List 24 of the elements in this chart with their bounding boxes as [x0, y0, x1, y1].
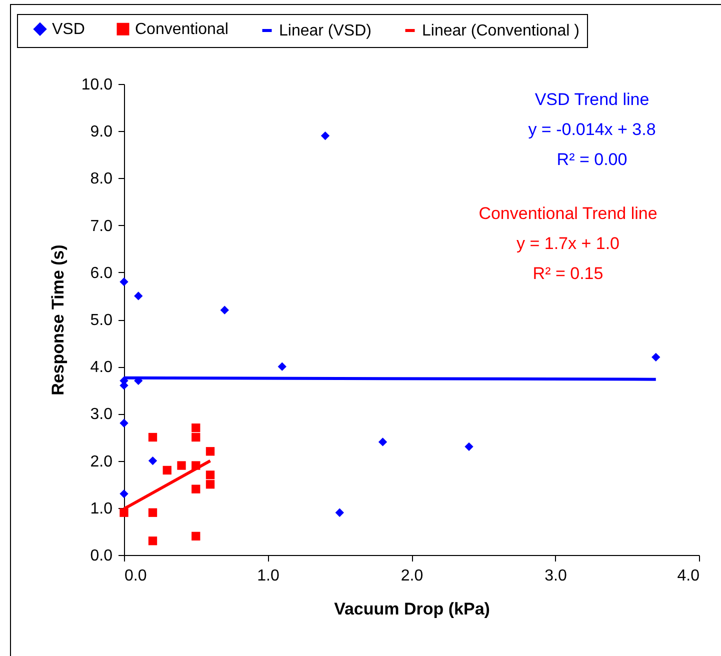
- annotation: VSD Trend line y = -0.014x + 3.8 R² = 0.00: [528, 90, 656, 169]
- y-tick-label: 1.0: [90, 500, 113, 518]
- y-tick-label: 7.0: [90, 218, 113, 235]
- legend-label: Linear (VSD): [279, 22, 372, 40]
- x-tick-label: 1.0: [257, 568, 280, 584]
- x-tick-label: 0.0: [124, 568, 147, 584]
- annotation: Conventional Trend line y = 1.7x + 1.0 R² = 0.15: [478, 204, 658, 283]
- y-tick-label: 8.0: [90, 170, 113, 188]
- x-axis-title: Vacuum Drop (kPa): [334, 600, 490, 618]
- x-tick-label: 3.0: [544, 568, 567, 584]
- y-tick-label: 0.0: [90, 548, 113, 564]
- y-tick-label: 5.0: [90, 312, 113, 329]
- y-tick-label: 10.0: [81, 76, 113, 94]
- x-tick-label: 2.0: [400, 568, 424, 584]
- legend-label: VSD: [52, 21, 85, 38]
- legend-label: Linear (Conventional ): [422, 22, 580, 40]
- y-tick-label: 9.0: [90, 124, 113, 141]
- y-axis-title: Response Time (s): [48, 244, 68, 396]
- y-tick-label: 3.0: [90, 406, 113, 424]
- y-tick-label: 2.0: [90, 453, 113, 470]
- y-tick-label: 6.0: [90, 264, 113, 282]
- y-tick-label: 4.0: [90, 359, 113, 376]
- legend-label: Conventional: [135, 21, 228, 38]
- x-tick-label: 4.0: [677, 568, 700, 584]
